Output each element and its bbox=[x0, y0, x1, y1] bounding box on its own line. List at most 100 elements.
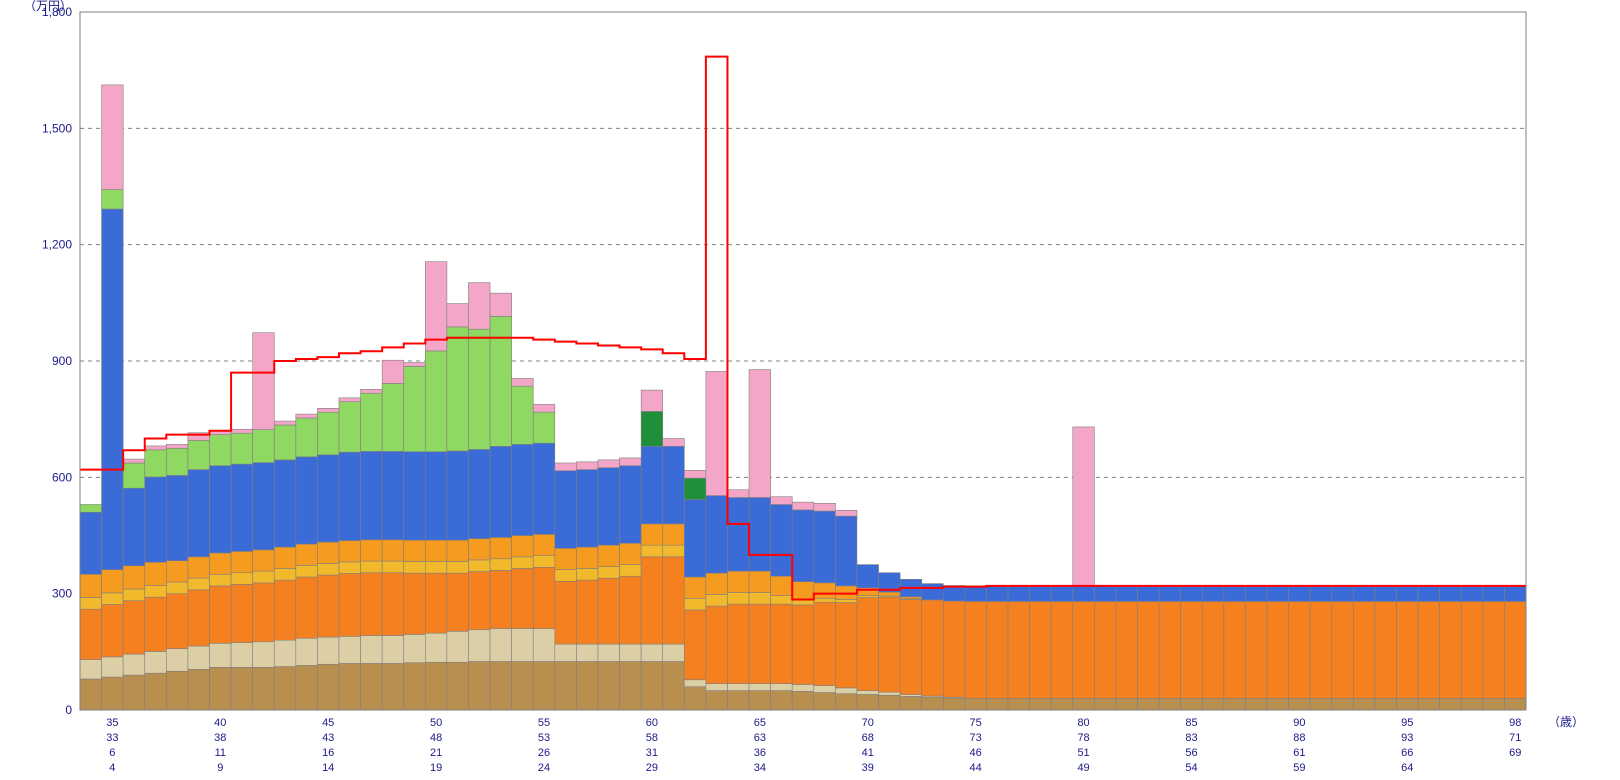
bar-segment bbox=[361, 663, 383, 710]
bar-segment bbox=[382, 540, 404, 561]
bar-segment bbox=[749, 571, 771, 592]
bar-segment bbox=[576, 568, 598, 580]
bar-segment bbox=[188, 669, 210, 710]
bar-segment bbox=[1418, 601, 1440, 698]
bar-segment bbox=[253, 550, 275, 571]
bar-segment bbox=[1116, 698, 1138, 710]
bar-segment bbox=[1094, 698, 1116, 710]
bar-segment bbox=[231, 551, 253, 572]
bar-segment bbox=[1504, 586, 1526, 602]
bar-segment bbox=[102, 657, 124, 677]
x-tick-label: 24 bbox=[538, 762, 550, 774]
bar-segment bbox=[1030, 601, 1052, 698]
bar-segment bbox=[404, 366, 426, 451]
bar-segment bbox=[749, 691, 771, 710]
bar-segment bbox=[123, 601, 145, 655]
x-tick-label: 46 bbox=[970, 747, 982, 759]
x-tick-label: 44 bbox=[970, 762, 982, 774]
bar-segment bbox=[123, 675, 145, 710]
bar-segment bbox=[447, 304, 469, 327]
bar-segment bbox=[792, 691, 814, 710]
bar-segment bbox=[209, 667, 231, 710]
bar-segment bbox=[1051, 586, 1073, 602]
bar-segment bbox=[1440, 601, 1462, 698]
bar-segment bbox=[943, 698, 965, 710]
bar-segment bbox=[620, 662, 642, 710]
bar-segment bbox=[620, 466, 642, 544]
bar-segment bbox=[274, 460, 296, 547]
bar-segment bbox=[663, 662, 685, 710]
bar-segment bbox=[102, 209, 124, 570]
bar-segment bbox=[274, 568, 296, 580]
bar-segment bbox=[80, 609, 102, 659]
bar-segment bbox=[1483, 601, 1505, 698]
bar-segment bbox=[641, 545, 663, 557]
bar-segment bbox=[512, 386, 534, 444]
x-tick-label: 21 bbox=[430, 747, 442, 759]
bar-segment bbox=[749, 370, 771, 498]
bar-segment bbox=[1181, 601, 1203, 698]
bar-segment bbox=[447, 327, 469, 451]
bar-segment bbox=[1159, 586, 1181, 602]
bar-segment bbox=[922, 697, 944, 710]
bar-segment bbox=[296, 418, 318, 457]
x-tick-label: 4 bbox=[109, 762, 115, 774]
bar-segment bbox=[425, 262, 447, 351]
bar-segment bbox=[663, 557, 685, 644]
bar-segment bbox=[1159, 698, 1181, 710]
x-tick-label: 40 bbox=[214, 717, 226, 729]
bar-segment bbox=[296, 638, 318, 665]
bar-segment bbox=[361, 389, 383, 393]
bar-segment bbox=[447, 561, 469, 573]
x-tick-label: 95 bbox=[1401, 717, 1413, 729]
bar-segment bbox=[533, 567, 555, 628]
bar-segment bbox=[771, 576, 793, 595]
bar-segment bbox=[533, 629, 555, 662]
bar-segment bbox=[209, 643, 231, 667]
bar-segment bbox=[1181, 698, 1203, 710]
bar-segment bbox=[771, 504, 793, 576]
bar-segment bbox=[166, 582, 188, 594]
bar-segment bbox=[641, 557, 663, 644]
x-tick-label: 43 bbox=[322, 732, 334, 744]
bar-segment bbox=[533, 556, 555, 568]
bar-segment bbox=[102, 85, 124, 190]
bar-segment bbox=[1440, 698, 1462, 710]
bar-segment bbox=[80, 660, 102, 679]
bar-segment bbox=[857, 694, 879, 710]
bar-segment bbox=[361, 561, 383, 573]
bar-segment bbox=[835, 603, 857, 688]
x-tick-label: 71 bbox=[1509, 732, 1521, 744]
bar-segment bbox=[1224, 698, 1246, 710]
x-tick-label: 45 bbox=[322, 717, 334, 729]
bar-segment bbox=[296, 665, 318, 710]
bar-segment bbox=[145, 651, 167, 673]
bar-segment bbox=[296, 414, 318, 418]
bar-segment bbox=[555, 463, 577, 471]
bar-segment bbox=[598, 460, 620, 468]
bar-segment bbox=[620, 543, 642, 564]
bar-segment bbox=[814, 503, 836, 511]
bar-segment bbox=[749, 684, 771, 691]
bar-segment bbox=[253, 642, 275, 668]
bar-segment bbox=[1116, 586, 1138, 602]
bar-segment bbox=[771, 684, 793, 691]
bar-segment bbox=[145, 562, 167, 585]
bar-segment bbox=[641, 644, 663, 661]
bar-segment bbox=[1332, 698, 1354, 710]
x-tick-label: 55 bbox=[538, 717, 550, 729]
bar-segment bbox=[253, 571, 275, 583]
bar-segment bbox=[684, 680, 706, 687]
bar-segment bbox=[706, 496, 728, 574]
bar-segment bbox=[684, 470, 706, 478]
bar-segment bbox=[123, 589, 145, 601]
bar-segment bbox=[1073, 586, 1095, 602]
bar-segment bbox=[490, 293, 512, 316]
bar-segment bbox=[555, 570, 577, 582]
bar-segment bbox=[1073, 601, 1095, 698]
bar-segment bbox=[1030, 586, 1052, 602]
bar-segment bbox=[555, 471, 577, 549]
x-tick-label: 6 bbox=[109, 747, 115, 759]
bar-segment bbox=[749, 497, 771, 571]
bar-segment bbox=[706, 594, 728, 606]
